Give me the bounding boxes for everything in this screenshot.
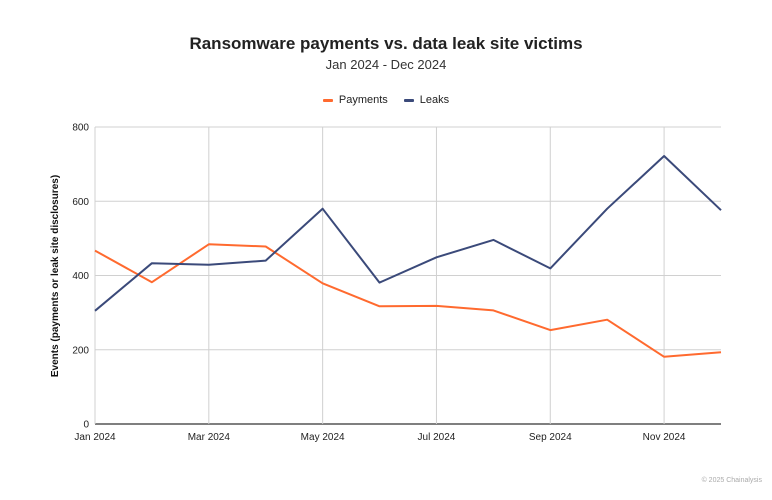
y-tick-label: 0 (83, 420, 89, 431)
x-tick-label: Sep 2024 (529, 432, 572, 443)
x-tick-label: Jan 2024 (74, 432, 116, 443)
grid (94, 126, 721, 425)
legend-swatch-leaks (403, 98, 414, 102)
y-axis-label: Events (payments or leak site disclosure… (50, 175, 61, 377)
x-tick-label: Mar 2024 (188, 432, 231, 443)
x-tick-label: May 2024 (301, 432, 345, 443)
legend-item-leaks: Leaks (403, 94, 450, 106)
legend-item-payments: Payments (322, 94, 388, 106)
y-tick-label: 600 (72, 197, 89, 208)
legend-swatch-payments (322, 98, 333, 102)
y-tick-label: 800 (72, 123, 89, 134)
chart-title: Ransomware payments vs. data leak site v… (189, 34, 583, 53)
series-line-payments (94, 243, 722, 358)
x-tick-label: Nov 2024 (643, 432, 686, 443)
y-tick-label: 200 (72, 345, 89, 356)
y-tick-label: 400 (72, 271, 89, 282)
legend-label-payments: Payments (338, 94, 388, 106)
x-tick-label: Jul 2024 (418, 432, 456, 443)
copyright-text: © 2025 Chainalysis (701, 477, 762, 484)
series (94, 155, 722, 358)
legend-label-leaks: Leaks (419, 94, 450, 106)
legend: Payments Leaks (0, 94, 772, 106)
axes: 0 200 400 600 800 Jan 2024 Mar 2024 May 2024 Jul… (72, 123, 686, 444)
chart-subtitle: Jan 2024 - Dec 2024 (325, 57, 447, 72)
series-line-leaks (94, 155, 722, 312)
